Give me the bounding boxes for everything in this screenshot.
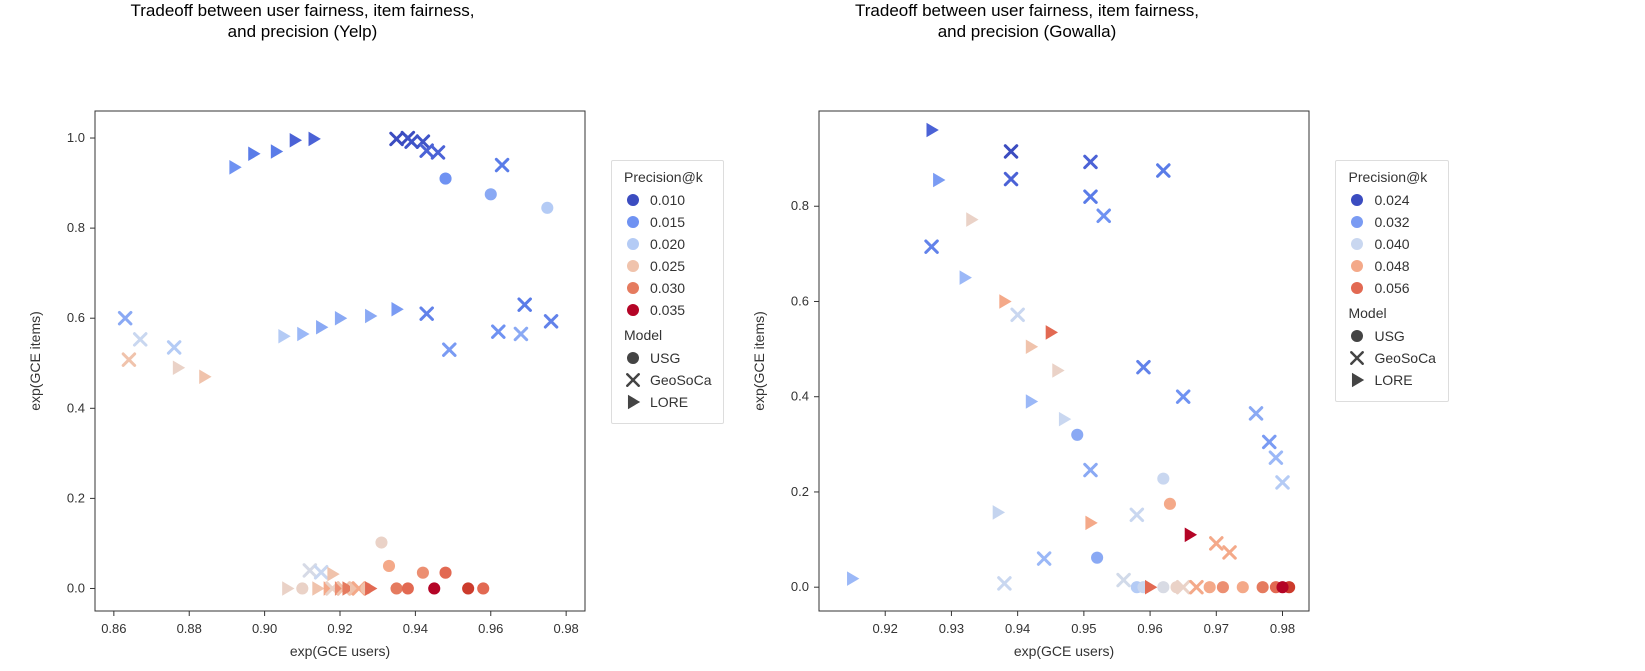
svg-text:exp(GCE users): exp(GCE users)	[1014, 643, 1114, 659]
svg-text:0.88: 0.88	[177, 621, 202, 636]
svg-text:0.8: 0.8	[791, 198, 809, 213]
chart-title: Tradeoff between user fairness, item fai…	[724, 0, 1329, 43]
legend-label: USG	[650, 350, 680, 366]
legend-item-precision: 0.048	[1348, 255, 1435, 277]
legend-label: 0.030	[650, 280, 685, 296]
legend-item-model: LORE	[1348, 369, 1435, 391]
panel-gowalla: Tradeoff between user fairness, item fai…	[724, 0, 1448, 661]
legend-label: USG	[1374, 328, 1404, 344]
circle-icon	[624, 257, 642, 275]
legend-item-model: USG	[1348, 325, 1435, 347]
legend-label: 0.035	[650, 302, 685, 318]
legend-title-model: Model	[1348, 305, 1435, 321]
legend-label: 0.056	[1374, 280, 1409, 296]
circle-icon	[624, 301, 642, 319]
chart-svg: 0.86 0.88 0.90 0.92 0.94 0.96 0.98 0.0 0.2 0.4 0.6…	[0, 51, 605, 671]
svg-text:1.0: 1.0	[67, 130, 85, 145]
svg-text:0.6: 0.6	[791, 293, 809, 308]
legend-item-precision: 0.035	[624, 299, 711, 321]
svg-text:0.90: 0.90	[252, 621, 277, 636]
svg-text:exp(GCE items): exp(GCE items)	[27, 311, 43, 411]
figure-row: Tradeoff between user fairness, item fai…	[0, 0, 1645, 661]
svg-text:0.92: 0.92	[327, 621, 352, 636]
circle-icon	[624, 235, 642, 253]
legend: Precision@k 0.024 0.032 0.040 0.048 0.056 Mode…	[1335, 160, 1448, 402]
legend: Precision@k 0.010 0.015 0.020 0.025 0.030 0.03…	[611, 160, 724, 424]
svg-text:0.92: 0.92	[873, 621, 898, 636]
triangle-right-icon	[1348, 371, 1366, 389]
legend-item-precision: 0.040	[1348, 233, 1435, 255]
circle-icon	[1348, 191, 1366, 209]
svg-text:exp(GCE users): exp(GCE users)	[290, 643, 390, 659]
legend-label: GeoSoCa	[1374, 350, 1435, 366]
legend-item-precision: 0.020	[624, 233, 711, 255]
circle-icon	[1348, 257, 1366, 275]
legend-label: 0.048	[1374, 258, 1409, 274]
legend-item-model: GeoSoCa	[624, 369, 711, 391]
legend-label: LORE	[1374, 372, 1412, 388]
legend-label: 0.025	[650, 258, 685, 274]
circle-icon	[1348, 279, 1366, 297]
legend-item-precision: 0.056	[1348, 277, 1435, 299]
circle-icon	[1348, 235, 1366, 253]
legend-label: 0.015	[650, 214, 685, 230]
legend-label: LORE	[650, 394, 688, 410]
svg-text:0.97: 0.97	[1204, 621, 1229, 636]
circle-icon	[624, 349, 642, 367]
svg-text:0.93: 0.93	[939, 621, 964, 636]
svg-text:exp(GCE items): exp(GCE items)	[751, 311, 767, 411]
x-icon	[624, 371, 642, 389]
legend-item-precision: 0.025	[624, 255, 711, 277]
chart-area: Tradeoff between user fairness, item fai…	[0, 0, 605, 671]
svg-text:0.96: 0.96	[478, 621, 503, 636]
svg-text:0.94: 0.94	[1005, 621, 1030, 636]
legend-item-precision: 0.010	[624, 189, 711, 211]
circle-icon	[624, 279, 642, 297]
svg-text:0.96: 0.96	[1138, 621, 1163, 636]
circle-icon	[624, 191, 642, 209]
legend-item-model: GeoSoCa	[1348, 347, 1435, 369]
legend-item-model: LORE	[624, 391, 711, 413]
svg-text:0.8: 0.8	[67, 220, 85, 235]
legend-title-precision: Precision@k	[1348, 169, 1435, 185]
legend-item-precision: 0.015	[624, 211, 711, 233]
circle-icon	[1348, 327, 1366, 345]
svg-text:0.0: 0.0	[67, 580, 85, 595]
svg-text:0.6: 0.6	[67, 310, 85, 325]
legend-label: GeoSoCa	[650, 372, 711, 388]
circle-icon	[1348, 213, 1366, 231]
legend-title-model: Model	[624, 327, 711, 343]
svg-text:0.0: 0.0	[791, 579, 809, 594]
svg-text:0.94: 0.94	[403, 621, 428, 636]
svg-text:0.86: 0.86	[101, 621, 126, 636]
legend-label: 0.020	[650, 236, 685, 252]
x-icon	[1348, 349, 1366, 367]
triangle-right-icon	[624, 393, 642, 411]
svg-text:0.4: 0.4	[791, 388, 809, 403]
legend-item-precision: 0.032	[1348, 211, 1435, 233]
legend-item-precision: 0.024	[1348, 189, 1435, 211]
legend-item-model: USG	[624, 347, 711, 369]
svg-text:0.98: 0.98	[553, 621, 578, 636]
svg-text:0.98: 0.98	[1270, 621, 1295, 636]
legend-label: 0.040	[1374, 236, 1409, 252]
svg-text:0.4: 0.4	[67, 400, 85, 415]
legend-label: 0.010	[650, 192, 685, 208]
svg-text:0.95: 0.95	[1072, 621, 1097, 636]
circle-icon	[624, 213, 642, 231]
chart-title: Tradeoff between user fairness, item fai…	[0, 0, 605, 43]
legend-item-precision: 0.030	[624, 277, 711, 299]
svg-text:0.2: 0.2	[67, 490, 85, 505]
legend-title-precision: Precision@k	[624, 169, 711, 185]
legend-label: 0.024	[1374, 192, 1409, 208]
svg-text:0.2: 0.2	[791, 483, 809, 498]
chart-svg: 0.92 0.93 0.94 0.95 0.96 0.97 0.98 0.0 0.2 0.4 0.6…	[724, 51, 1329, 671]
legend-label: 0.032	[1374, 214, 1409, 230]
panel-yelp: Tradeoff between user fairness, item fai…	[0, 0, 724, 661]
chart-area: Tradeoff between user fairness, item fai…	[724, 0, 1329, 671]
